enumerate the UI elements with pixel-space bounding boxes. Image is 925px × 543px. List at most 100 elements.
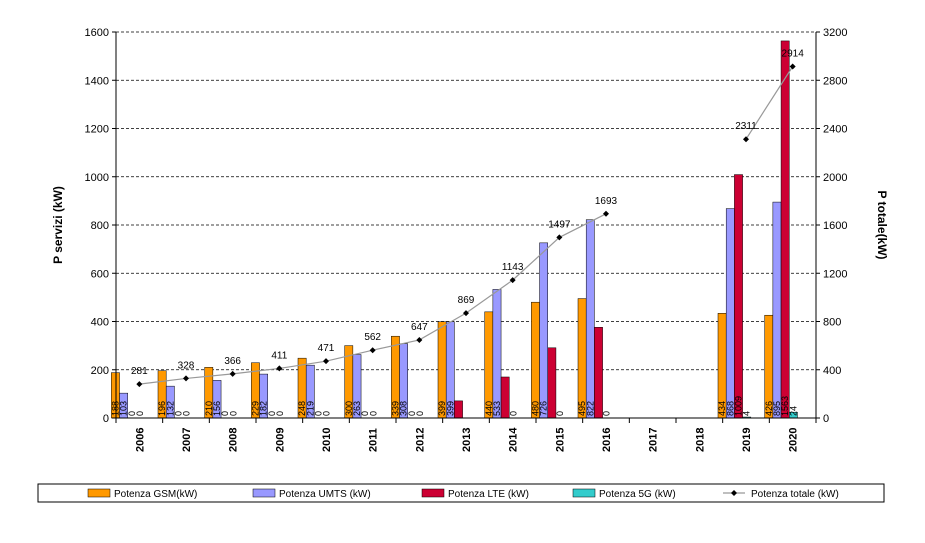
data-label: 0 [360,411,370,416]
data-label: 156 [212,401,222,416]
data-label: 0 [267,411,277,416]
data-label: 822 [585,401,595,416]
data-label: 480 [530,401,540,416]
total-marker [463,310,469,317]
y-tick-label: 200 [91,365,109,377]
y2-axis-title: P totale(kW) [875,190,889,259]
bar-2-7 [454,400,463,419]
legend: Potenza GSM(kW) Potenza UMTS (kW) Potenza … [37,483,885,503]
y-axis-title: P servizi (kW) [51,186,65,264]
data-label: 426 [764,401,774,416]
total-line-layer: 281 328 366 411 471 562 647 869 1143 1497 1693 2311… [131,48,804,388]
data-label: 4 [742,411,752,416]
data-labels: 188 196 210 229 248 300 339 399 440 480 495 434 426 1… [110,396,798,416]
bar-0-9 [531,301,540,419]
axes [112,31,820,423]
total-label: 1693 [595,196,618,207]
bars-layer [111,40,798,419]
y-tick-label: 800 [91,220,109,232]
y-tick-label: 0 [103,413,109,425]
total-marker [183,375,189,382]
y-tick-label: 400 [91,317,109,329]
y2-tick-label: 1200 [823,268,847,280]
total-label: 328 [178,360,195,371]
gridlines [116,31,816,371]
data-label: 0 [322,411,332,416]
y2-tick-label: 2000 [823,172,847,184]
bar-1-10 [585,219,595,419]
legend-label: Potenza UMTS (kW) [279,489,371,500]
bar-2-10 [594,327,603,419]
total-label: 281 [131,366,148,377]
total-marker [229,370,236,377]
data-label: 24 [788,406,798,416]
total-label: 647 [411,322,428,333]
category-label: 2020 [788,428,800,452]
total-label: 1497 [548,219,571,230]
total-label: 869 [458,295,475,306]
legend-marker [731,490,737,496]
data-label: 263 [352,401,362,416]
total-marker [276,365,283,372]
data-label: 726 [539,401,549,416]
y2-tick-label: 800 [823,317,841,329]
data-label: 440 [484,401,494,416]
data-label: 0 [127,411,137,416]
data-label: 399 [445,401,455,416]
bar-0-10 [577,298,587,419]
total-label: 366 [224,356,241,367]
data-label: 0 [228,411,238,416]
total-label: 562 [364,332,381,343]
data-label: 229 [250,401,260,416]
y-tick-label: 600 [91,268,109,280]
data-label: 0 [275,411,285,416]
y-tick-label: 1600 [85,27,109,39]
data-label: 132 [165,401,175,416]
total-marker [509,277,516,284]
total-marker [416,336,423,343]
legend-label: Potenza GSM(kW) [114,489,197,500]
data-label: 339 [390,401,400,416]
data-label: 0 [508,411,518,416]
data-label: 0 [555,411,565,416]
category-label: 2011 [368,428,380,452]
total-label: 2311 [735,121,757,132]
total-marker [789,63,796,70]
data-label: 434 [717,401,727,416]
legend-swatch [572,488,596,498]
data-label: 1563 [780,396,790,416]
total-label: 411 [271,350,287,361]
data-label: 399 [437,401,447,416]
data-label: 0 [602,411,612,416]
data-label: 868 [725,401,735,416]
data-label: 103 [119,401,129,416]
total-marker [369,347,376,354]
data-label: 300 [344,401,354,416]
data-label: 0 [368,411,378,416]
data-label: 182 [259,401,269,416]
category-label: 2007 [181,428,193,452]
category-labels: 2006 2007 2008 2009 2010 2011 2012 2013 2014 2015… [134,427,799,452]
data-label: 308 [399,401,409,416]
total-label: 471 [318,343,335,354]
category-label: 2010 [321,428,333,452]
y2-tick-label: 2800 [823,75,847,87]
data-label: 533 [492,401,502,416]
data-label: 1009 [734,396,744,416]
category-label: 2013 [461,428,473,452]
data-label: 196 [157,401,167,416]
category-label: 2006 [134,428,146,452]
data-label: 0 [182,411,192,416]
y2-tick-label: 400 [823,365,841,377]
data-label: 0 [415,411,425,416]
category-label: 2014 [508,427,520,452]
category-label: 2016 [601,428,613,452]
legend-label: Potenza LTE (kW) [448,489,529,500]
data-label: 188 [110,401,120,416]
total-marker [603,210,609,217]
category-label: 2018 [694,428,706,452]
legend-swatch [252,488,276,498]
category-label: 2008 [228,428,240,452]
bar-1-8 [492,289,502,419]
